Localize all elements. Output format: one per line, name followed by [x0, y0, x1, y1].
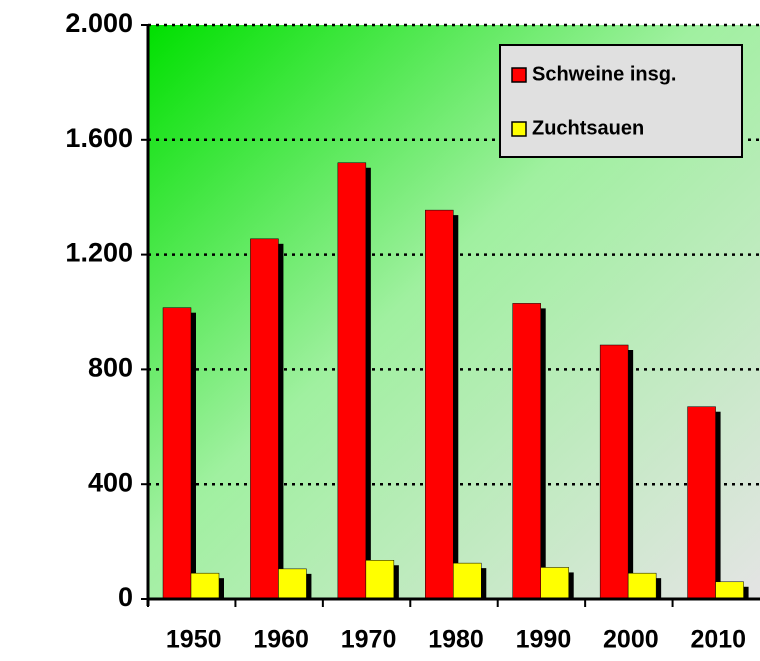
legend-label: Zuchtsauen	[532, 117, 644, 139]
bar	[453, 562, 482, 600]
legend-swatch	[511, 121, 527, 137]
bar	[190, 572, 220, 600]
y-tick-label: 400	[88, 467, 133, 497]
bar	[599, 344, 629, 600]
legend-label: Schweine insg.	[532, 63, 676, 85]
legend-box	[499, 44, 743, 158]
y-tick-label: 2.000	[65, 8, 133, 38]
bar	[540, 567, 569, 600]
x-tick-label: 1980	[428, 626, 484, 654]
y-tick-label: 0	[118, 582, 133, 612]
bar	[715, 581, 744, 600]
bar	[425, 209, 454, 600]
bar	[627, 572, 657, 600]
bar	[687, 406, 716, 600]
bar	[250, 238, 279, 600]
y-tick-label: 1.600	[65, 123, 133, 153]
bar	[512, 303, 541, 600]
x-tick-label: 1990	[516, 626, 572, 654]
bar	[162, 307, 192, 600]
x-tick-label: 1950	[166, 626, 222, 654]
x-tick-label: 1960	[253, 626, 309, 654]
y-tick-label: 800	[88, 353, 133, 383]
legend-swatch	[511, 67, 527, 83]
bar	[337, 162, 367, 600]
x-tick-label: 1970	[341, 626, 397, 654]
bar	[278, 568, 307, 600]
bar	[365, 560, 395, 600]
x-tick-label: 2010	[690, 626, 746, 654]
y-tick-label: 1.200	[65, 238, 133, 268]
x-tick-label: 2000	[603, 626, 659, 654]
